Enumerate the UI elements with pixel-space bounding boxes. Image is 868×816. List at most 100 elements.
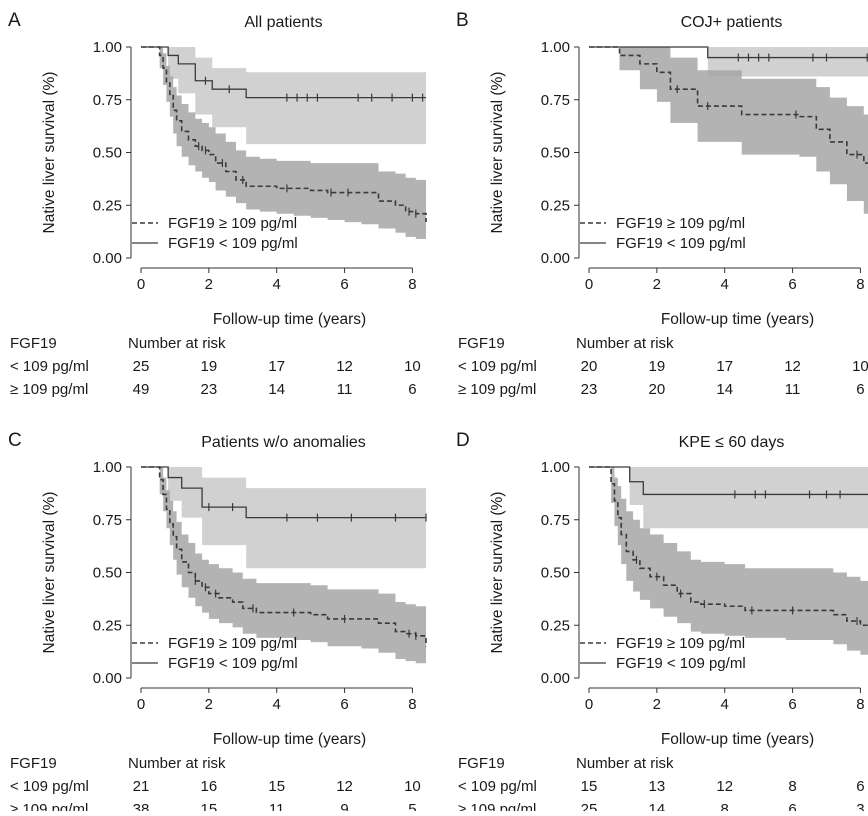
plot-area — [141, 46, 427, 244]
risk-value: 8 — [721, 801, 729, 811]
risk-row-label: ≥ 109 pg/ml — [458, 381, 536, 398]
ci-band-lt109 — [589, 467, 868, 529]
y-axis-label: Native liver survival (%) — [489, 492, 506, 654]
risk-row-label: < 109 pg/ml — [458, 778, 537, 795]
risk-value: 11 — [269, 801, 285, 811]
risk-value: 12 — [784, 358, 801, 375]
risk-row-label: ≥ 109 pg/ml — [458, 801, 536, 811]
x-axis-label: Follow-up time (years) — [213, 731, 366, 748]
x-tick-label: 2 — [205, 276, 213, 293]
risk-value: 15 — [581, 778, 598, 795]
risk-value: 6 — [408, 381, 416, 398]
y-tick-label: 0.00 — [93, 250, 122, 267]
x-tick-label: 2 — [653, 696, 661, 713]
x-tick-label: 4 — [273, 696, 281, 713]
risk-table-header-left: FGF19 — [458, 335, 505, 352]
panel-title: KPE ≤ 60 days — [679, 434, 785, 451]
panel-title: COJ+ patients — [681, 14, 783, 31]
risk-row-label: < 109 pg/ml — [458, 358, 537, 375]
risk-value: 21 — [133, 778, 150, 795]
x-tick-label: 0 — [137, 696, 145, 713]
y-tick-label: 0.25 — [93, 197, 122, 214]
risk-value: 38 — [133, 801, 150, 811]
y-tick-label: 0.75 — [541, 92, 570, 109]
x-tick-label: 4 — [721, 276, 729, 293]
risk-value: 6 — [856, 381, 864, 398]
risk-table-header-left: FGF19 — [10, 755, 57, 772]
panel-letter: B — [456, 10, 469, 31]
y-tick-label: 0.00 — [541, 250, 570, 267]
risk-table-header-right: Number at risk — [576, 755, 674, 772]
x-tick-label: 8 — [856, 276, 864, 293]
y-tick-label: 1.00 — [541, 459, 570, 476]
risk-value: 5 — [408, 801, 416, 811]
km-curve-lt109 — [141, 466, 426, 519]
risk-value: 12 — [716, 778, 733, 795]
km-curve-ge109 — [141, 46, 427, 223]
y-tick-label: 0.25 — [541, 617, 570, 634]
risk-value: 11 — [785, 381, 801, 398]
y-axis-label: Native liver survival (%) — [41, 72, 58, 234]
km-curve-lt109 — [141, 46, 426, 99]
risk-value: 10 — [852, 358, 868, 375]
legend-label-lt109: FGF19 < 109 pg/ml — [616, 655, 746, 672]
risk-value: 23 — [201, 381, 218, 398]
risk-value: 12 — [336, 778, 353, 795]
risk-value: 11 — [337, 381, 353, 398]
panel-letter: D — [456, 430, 470, 451]
x-axis-label: Follow-up time (years) — [661, 731, 814, 748]
risk-table-header-left: FGF19 — [458, 755, 505, 772]
risk-value: 49 — [133, 381, 150, 398]
legend-label-lt109: FGF19 < 109 pg/ml — [168, 235, 298, 252]
y-tick-label: 0.50 — [93, 145, 122, 162]
plot-area — [141, 466, 427, 668]
km-panel-a: 0.00 0.25 0.50 0.75 1.00 0 2 4 6 8 A All patients Fo… — [8, 10, 427, 398]
plot-area — [589, 46, 868, 214]
risk-value: 6 — [856, 778, 864, 795]
y-tick-label: 0.25 — [93, 617, 122, 634]
panel-letter: C — [8, 430, 22, 451]
risk-value: 19 — [201, 358, 218, 375]
x-tick-label: 2 — [653, 276, 661, 293]
x-tick-label: 8 — [856, 696, 864, 713]
risk-row-label: < 109 pg/ml — [10, 358, 89, 375]
km-curve-ge109 — [141, 466, 427, 647]
legend-label-ge109: FGF19 ≥ 109 pg/ml — [168, 215, 297, 232]
risk-value: 20 — [581, 358, 598, 375]
risk-row-label: ≥ 109 pg/ml — [10, 381, 88, 398]
panel-title: All patients — [244, 14, 322, 31]
risk-table-header-right: Number at risk — [576, 335, 674, 352]
legend-label-lt109: FGF19 < 109 pg/ml — [168, 655, 298, 672]
y-axis-label: Native liver survival (%) — [489, 72, 506, 234]
km-panel-b: 0.00 0.25 0.50 0.75 1.00 0 2 4 6 8 B COJ+ patients F… — [456, 10, 868, 398]
risk-value: 16 — [201, 778, 218, 795]
x-axis-label: Follow-up time (years) — [213, 311, 366, 328]
risk-value: 8 — [788, 778, 796, 795]
y-tick-label: 0.50 — [541, 565, 570, 582]
x-tick-label: 6 — [340, 696, 348, 713]
km-curve-ge109 — [589, 466, 868, 627]
y-axis-label: Native liver survival (%) — [41, 492, 58, 654]
risk-value: 3 — [856, 801, 864, 811]
y-tick-label: 0.00 — [541, 670, 570, 687]
x-tick-label: 6 — [788, 276, 796, 293]
legend-label-ge109: FGF19 ≥ 109 pg/ml — [168, 635, 297, 652]
risk-value: 10 — [404, 358, 421, 375]
ci-band-ge109 — [589, 467, 868, 655]
x-tick-label: 0 — [585, 276, 593, 293]
risk-value: 15 — [268, 778, 285, 795]
y-tick-label: 0.00 — [93, 670, 122, 687]
x-tick-label: 0 — [585, 696, 593, 713]
km-panel-d: 0.00 0.25 0.50 0.75 1.00 0 2 4 6 8 D KPE ≤ 60 days F… — [456, 430, 868, 816]
km-panel-c: 0.00 0.25 0.50 0.75 1.00 0 2 4 6 8 C Patients w/o a… — [8, 430, 427, 816]
risk-table-header-left: FGF19 — [10, 335, 57, 352]
y-tick-label: 0.75 — [541, 512, 570, 529]
x-tick-label: 4 — [721, 696, 729, 713]
risk-table-header-right: Number at risk — [128, 335, 226, 352]
x-tick-label: 8 — [408, 696, 416, 713]
km-curve-lt109 — [589, 46, 868, 59]
risk-value: 10 — [404, 778, 421, 795]
y-tick-label: 0.25 — [541, 197, 570, 214]
